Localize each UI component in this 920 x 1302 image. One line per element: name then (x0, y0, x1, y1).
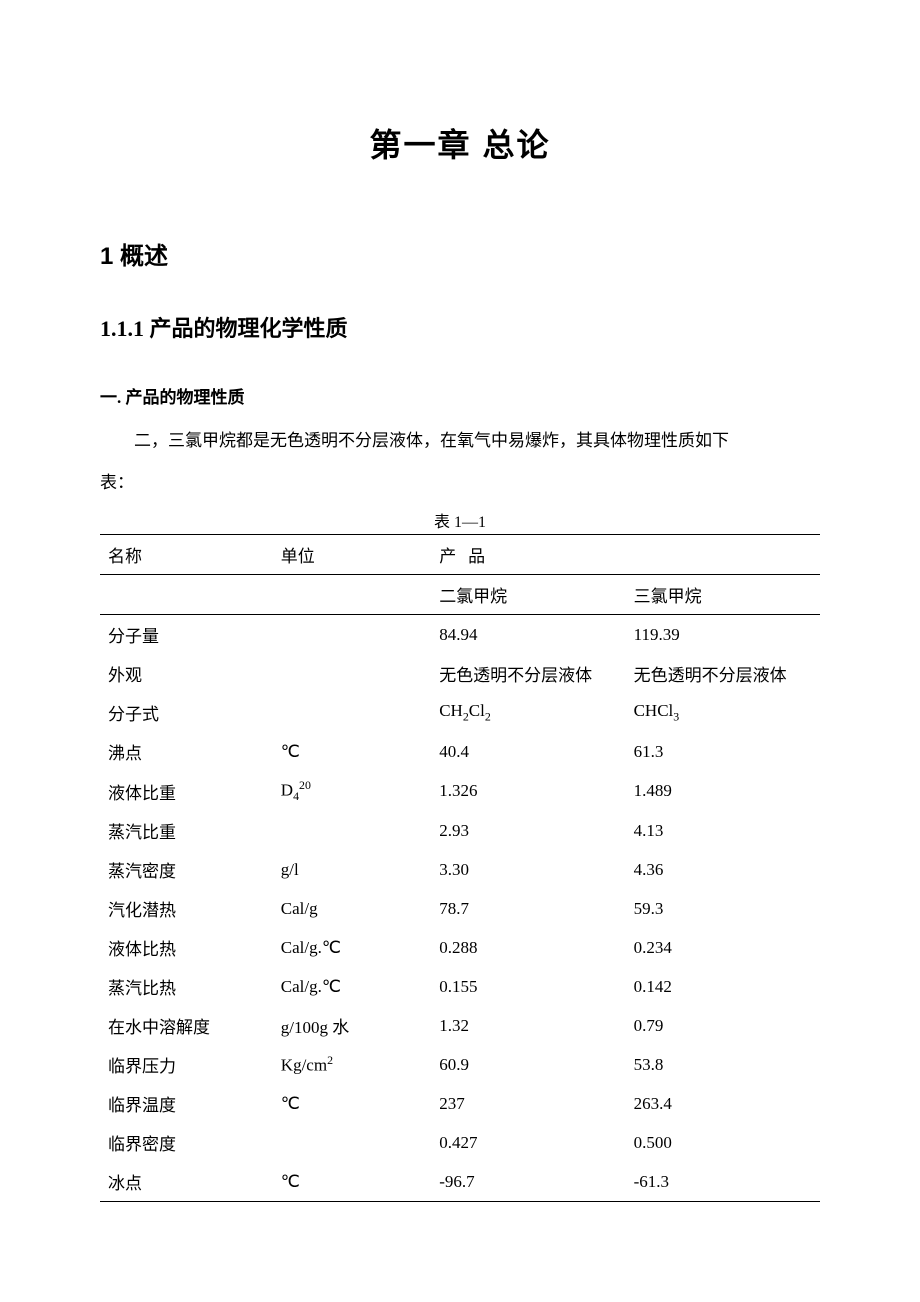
table-row: 冰点℃-96.7-61.3 (100, 1162, 820, 1202)
cell-p1: CH2Cl2 (431, 693, 625, 732)
intro-paragraph-line1: 二，三氯甲烷都是无色透明不分层液体，在氧气中易爆炸，其具体物理性质如下 (100, 424, 820, 458)
header-name: 名称 (100, 535, 273, 575)
cell-p2: -61.3 (626, 1162, 820, 1202)
cell-p2: 0.234 (626, 928, 820, 967)
cell-p1: -96.7 (431, 1162, 625, 1202)
cell-p2: 4.36 (626, 850, 820, 889)
table-row: 临界密度 0.4270.500 (100, 1123, 820, 1162)
cell-name: 蒸汽比热 (100, 967, 273, 1006)
header-product: 产品 (431, 535, 820, 575)
cell-name: 蒸汽密度 (100, 850, 273, 889)
table-row: 外观 无色透明不分层液体无色透明不分层液体 (100, 654, 820, 693)
header-empty-1 (100, 575, 273, 615)
table-row: 蒸汽比热Cal/g.℃0.1550.142 (100, 967, 820, 1006)
cell-unit: ℃ (273, 1162, 431, 1202)
section-heading-2: 1.1.1 产品的物理化学性质 (100, 311, 820, 343)
cell-unit: D420 (273, 771, 431, 811)
header-unit: 单位 (273, 535, 431, 575)
cell-name: 沸点 (100, 732, 273, 771)
table-caption: 表 1—1 (100, 508, 820, 532)
cell-unit (273, 693, 431, 732)
cell-unit: ℃ (273, 1084, 431, 1123)
cell-name: 分子式 (100, 693, 273, 732)
cell-p1: 78.7 (431, 889, 625, 928)
cell-unit (273, 615, 431, 655)
cell-unit: g/100g 水 (273, 1006, 431, 1045)
table-row: 汽化潜热Cal/g78.759.3 (100, 889, 820, 928)
table-row: 分子式 CH2Cl2CHCl3 (100, 693, 820, 732)
section-heading-3: 一. 产品的物理性质 (100, 383, 820, 408)
cell-p1: 237 (431, 1084, 625, 1123)
intro-paragraph-line2: 表： (100, 466, 820, 500)
cell-p2: 61.3 (626, 732, 820, 771)
table-row: 沸点℃40.461.3 (100, 732, 820, 771)
cell-p1: 0.155 (431, 967, 625, 1006)
cell-name: 外观 (100, 654, 273, 693)
cell-p2: 53.8 (626, 1045, 820, 1084)
table-row: 蒸汽密度g/l3.304.36 (100, 850, 820, 889)
table-row: 在水中溶解度g/100g 水1.320.79 (100, 1006, 820, 1045)
header-empty-2 (273, 575, 431, 615)
cell-name: 临界压力 (100, 1045, 273, 1084)
cell-name: 分子量 (100, 615, 273, 655)
cell-p1: 1.32 (431, 1006, 625, 1045)
header-p1: 二氯甲烷 (431, 575, 625, 615)
cell-unit: ℃ (273, 732, 431, 771)
table-row: 蒸汽比重 2.934.13 (100, 811, 820, 850)
table-row: 分子量 84.94119.39 (100, 615, 820, 655)
cell-p1: 0.288 (431, 928, 625, 967)
properties-table: 名称 单位 产品 二氯甲烷 三氯甲烷 分子量 84.94119.39 外观 无色透明不… (100, 534, 820, 1202)
cell-p1: 84.94 (431, 615, 625, 655)
cell-unit (273, 654, 431, 693)
cell-p2: 59.3 (626, 889, 820, 928)
header-p2: 三氯甲烷 (626, 575, 820, 615)
cell-p2: 4.13 (626, 811, 820, 850)
cell-name: 冰点 (100, 1162, 273, 1202)
cell-p2: 0.142 (626, 967, 820, 1006)
cell-p1: 1.326 (431, 771, 625, 811)
cell-p1: 3.30 (431, 850, 625, 889)
cell-p1: 40.4 (431, 732, 625, 771)
table-row: 临界温度℃237263.4 (100, 1084, 820, 1123)
table-body: 分子量 84.94119.39 外观 无色透明不分层液体无色透明不分层液体分子式 CH2… (100, 615, 820, 1202)
cell-name: 液体比重 (100, 771, 273, 811)
cell-p1: 60.9 (431, 1045, 625, 1084)
cell-name: 在水中溶解度 (100, 1006, 273, 1045)
cell-name: 临界温度 (100, 1084, 273, 1123)
cell-p2: 0.500 (626, 1123, 820, 1162)
cell-name: 临界密度 (100, 1123, 273, 1162)
cell-unit (273, 811, 431, 850)
cell-p2: 1.489 (626, 771, 820, 811)
cell-unit: Cal/g (273, 889, 431, 928)
table-row: 临界压力Kg/cm260.953.8 (100, 1045, 820, 1084)
table-row: 液体比热Cal/g.℃0.2880.234 (100, 928, 820, 967)
cell-unit: Cal/g.℃ (273, 928, 431, 967)
cell-name: 液体比热 (100, 928, 273, 967)
cell-name: 蒸汽比重 (100, 811, 273, 850)
cell-name: 汽化潜热 (100, 889, 273, 928)
table-header-row-2: 二氯甲烷 三氯甲烷 (100, 575, 820, 615)
cell-p2: 无色透明不分层液体 (626, 654, 820, 693)
cell-p2: CHCl3 (626, 693, 820, 732)
cell-p1: 2.93 (431, 811, 625, 850)
table-header-row-1: 名称 单位 产品 (100, 535, 820, 575)
cell-unit: g/l (273, 850, 431, 889)
cell-p2: 263.4 (626, 1084, 820, 1123)
cell-unit: Cal/g.℃ (273, 967, 431, 1006)
cell-p2: 0.79 (626, 1006, 820, 1045)
section-heading-1: 1 概述 (100, 236, 820, 271)
cell-unit (273, 1123, 431, 1162)
cell-p1: 0.427 (431, 1123, 625, 1162)
cell-p1: 无色透明不分层液体 (431, 654, 625, 693)
cell-p2: 119.39 (626, 615, 820, 655)
table-row: 液体比重D4201.3261.489 (100, 771, 820, 811)
chapter-title: 第一章 总论 (100, 120, 820, 166)
cell-unit: Kg/cm2 (273, 1045, 431, 1084)
